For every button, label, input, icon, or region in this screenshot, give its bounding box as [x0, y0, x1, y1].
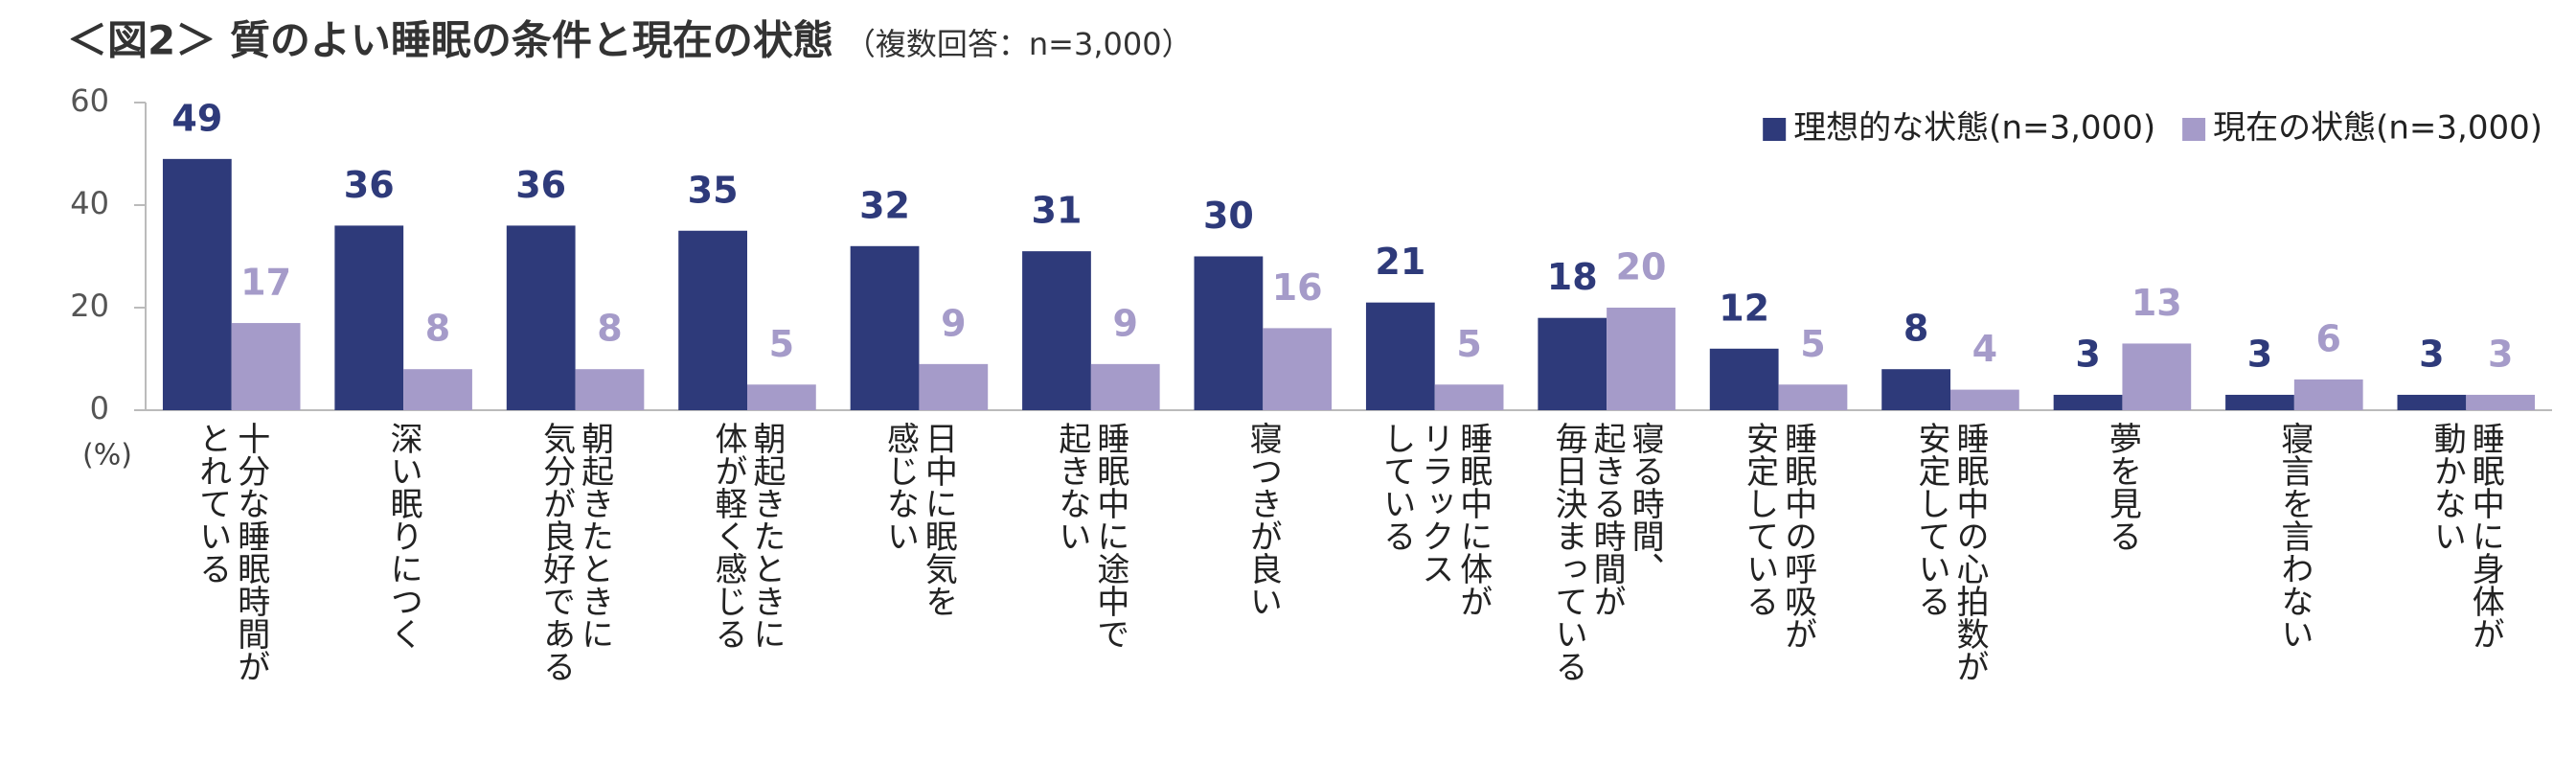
value-label: 31	[1032, 190, 1083, 232]
bar	[1607, 308, 1676, 410]
y-tick-label: 40	[70, 185, 109, 221]
bar	[403, 369, 472, 410]
chart-subtitle: （複数回答：n=3,000）	[845, 26, 1193, 62]
value-label: 32	[859, 184, 910, 226]
value-label: 30	[1203, 195, 1254, 237]
bar	[850, 245, 920, 410]
value-label: 13	[2131, 282, 2182, 324]
bar	[747, 384, 816, 410]
value-label: 21	[1375, 241, 1425, 283]
x-tick-label: 朝起きたときに 体が軽く感じる	[709, 422, 786, 650]
y-tick-label: 20	[70, 288, 109, 324]
bar	[334, 225, 404, 410]
value-label: 20	[1616, 246, 1667, 288]
x-tick-label: 睡眠中に途中で 起きない	[1052, 422, 1129, 650]
value-label: 3	[2419, 333, 2444, 375]
value-label: 35	[688, 169, 739, 211]
x-tick-label: 十分な睡眠時間が とれている	[193, 422, 270, 682]
value-label: 4	[1972, 328, 1997, 370]
chart-title: ＜図2＞ 質のよい睡眠の条件と現在の状態	[67, 17, 833, 64]
x-tick-label: 睡眠中に身体が 動かない	[2428, 422, 2505, 650]
bar	[2397, 394, 2467, 410]
bar	[575, 369, 645, 410]
x-tick-label: 寝言を言わない	[2274, 422, 2314, 650]
x-tick-label: 寝つきが良い	[1243, 422, 1283, 617]
value-label: 5	[1456, 323, 1481, 365]
value-label: 36	[515, 164, 566, 206]
x-tick-label: 朝起きたときに 気分が良好である	[536, 422, 614, 682]
bar	[2466, 394, 2536, 410]
bar	[1194, 256, 1264, 410]
bar	[162, 158, 232, 410]
value-label: 5	[1800, 323, 1825, 365]
bar	[1365, 302, 1435, 410]
value-label: 9	[1113, 302, 1138, 344]
x-tick-label: 深い眠りにつく	[384, 422, 423, 650]
bar	[2293, 379, 2363, 410]
x-tick-label: 夢を見る	[2103, 422, 2142, 552]
value-label: 8	[425, 308, 450, 350]
bar	[1090, 363, 1160, 410]
value-label: 17	[240, 262, 291, 304]
bar	[1709, 348, 1779, 410]
x-tick-label: 日中に眠気を 感じない	[880, 422, 958, 617]
bar	[2053, 394, 2123, 410]
x-tick-label: 睡眠中の呼吸が 安定している	[1740, 422, 1817, 650]
bar	[1950, 389, 2019, 410]
value-label: 3	[2247, 333, 2272, 375]
value-label: 3	[2075, 333, 2100, 375]
value-label: 8	[597, 308, 622, 350]
value-label: 12	[1719, 287, 1769, 329]
bar	[506, 225, 576, 410]
bar	[919, 363, 989, 410]
value-label: 9	[941, 302, 966, 344]
legend-swatch	[2182, 118, 2206, 141]
bar	[1022, 251, 1091, 410]
y-tick-label: 0	[90, 390, 109, 426]
value-label: 18	[1547, 256, 1598, 298]
x-tick-label: 睡眠中の心拍数が 安定している	[1912, 422, 1989, 682]
legend-swatch	[1763, 118, 1787, 141]
value-label: 5	[769, 323, 794, 365]
value-label: 49	[171, 97, 222, 139]
value-label: 16	[1272, 266, 1323, 309]
bar	[1434, 384, 1504, 410]
bar	[1538, 317, 1607, 410]
x-tick-label: 睡眠中に体が リラックス している	[1377, 422, 1493, 617]
bar	[1881, 369, 1950, 410]
bar	[1778, 384, 1848, 410]
value-label: 8	[1904, 308, 1928, 350]
bar	[678, 230, 747, 410]
value-label: 3	[2488, 333, 2513, 375]
bar	[2225, 394, 2294, 410]
bar	[2122, 343, 2192, 410]
x-tick-label: 寝る時間、 起きる時間が 毎日決まっている	[1549, 422, 1665, 682]
value-label: 6	[2316, 317, 2341, 359]
bar	[1263, 328, 1333, 410]
y-tick-label: 60	[70, 82, 109, 119]
y-unit: (%)	[82, 439, 132, 472]
legend-label: 理想的な状態(n=3,000)	[1793, 109, 2155, 148]
bar	[231, 323, 301, 410]
legend-label: 現在の状態(n=3,000)	[2213, 109, 2542, 148]
value-label: 36	[344, 164, 395, 206]
